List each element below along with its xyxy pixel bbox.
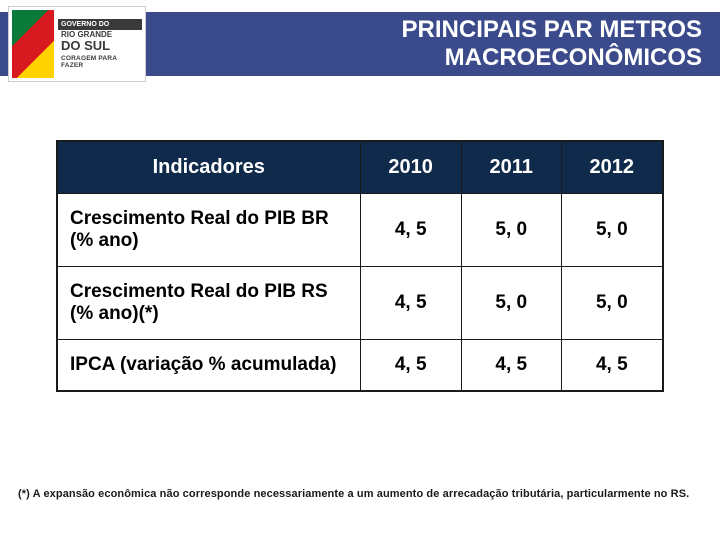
table-body: Crescimento Real do PIB BR (% ano) 4, 5 … <box>58 194 663 391</box>
cell-value: 4, 5 <box>360 340 461 391</box>
col-header: Indicadores <box>58 142 361 194</box>
table-row: IPCA (variação % acumulada) 4, 5 4, 5 4,… <box>58 340 663 391</box>
col-header: 2012 <box>561 142 662 194</box>
table-header-row: Indicadores 2010 2011 2012 <box>58 142 663 194</box>
table-head: Indicadores 2010 2011 2012 <box>58 142 663 194</box>
flag-icon <box>12 10 54 78</box>
cell-value: 4, 5 <box>461 340 561 391</box>
logo-line-top: GOVERNO DO <box>58 19 142 30</box>
title-line-1: PRINCIPAIS PAR METROS <box>402 16 702 44</box>
page-title: PRINCIPAIS PAR METROS MACROECONÔMICOS <box>402 16 702 71</box>
cell-label: Crescimento Real do PIB BR (% ano) <box>58 194 361 267</box>
table-row: Crescimento Real do PIB BR (% ano) 4, 5 … <box>58 194 663 267</box>
cell-value: 5, 0 <box>561 267 662 340</box>
footnote: (*) A expansão econômica não corresponde… <box>18 488 689 500</box>
cell-value: 5, 0 <box>561 194 662 267</box>
logo-tagline: CORAGEM PARA FAZER <box>58 53 142 69</box>
cell-value: 4, 5 <box>561 340 662 391</box>
logo-text: GOVERNO DO RIO GRANDE DO SUL CORAGEM PAR… <box>54 10 142 78</box>
col-header: 2010 <box>360 142 461 194</box>
cell-label: IPCA (variação % acumulada) <box>58 340 361 391</box>
indicators-table: Indicadores 2010 2011 2012 Crescimento R… <box>56 140 664 392</box>
table-row: Crescimento Real do PIB RS (% ano)(*) 4,… <box>58 267 663 340</box>
cell-value: 5, 0 <box>461 194 561 267</box>
title-line-2: MACROECONÔMICOS <box>402 44 702 72</box>
cell-value: 4, 5 <box>360 267 461 340</box>
cell-value: 5, 0 <box>461 267 561 340</box>
table: Indicadores 2010 2011 2012 Crescimento R… <box>57 141 663 391</box>
cell-value: 4, 5 <box>360 194 461 267</box>
gov-logo: GOVERNO DO RIO GRANDE DO SUL CORAGEM PAR… <box>8 6 146 82</box>
col-header: 2011 <box>461 142 561 194</box>
cell-label: Crescimento Real do PIB RS (% ano)(*) <box>58 267 361 340</box>
logo-line-big: DO SUL <box>58 39 142 53</box>
